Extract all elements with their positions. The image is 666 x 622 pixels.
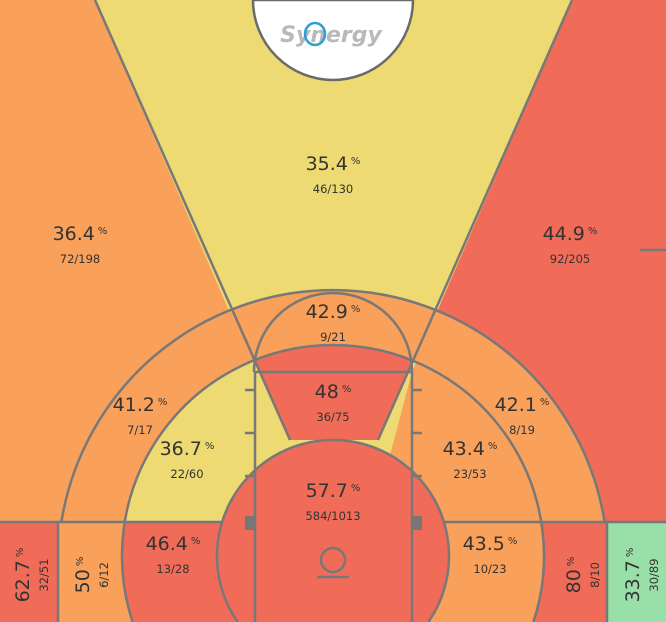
zone-shots: 22/60 [170,467,203,481]
mid-range-arc [120,343,546,622]
zone-percent: 42.1% [495,394,550,416]
zone-shots: 30/89 [647,558,661,591]
percent-sign: % [191,536,201,547]
zone-shots: 32/51 [37,558,51,591]
percent-sign: % [488,441,498,452]
zone-percent: 46.4% [146,533,201,555]
zone-shots: 584/1013 [305,509,360,523]
zone-label: 35.4 % 46/130 [306,153,361,196]
rim-icon [319,546,347,574]
zone-label: 36.7 % 22/60 [160,438,215,481]
zone-label: 43.4 % 23/53 [443,438,498,481]
percent-sign: % [342,384,352,395]
synergy-logo: Synergy [251,0,415,82]
zone-restricted-area [217,440,449,622]
zone-percent: 43.5% [463,533,518,555]
zone-percent: 42.9% [306,301,361,323]
zone-shots: 8/10 [588,562,602,588]
percent-sign: % [205,441,215,452]
zone-label: 57.7 % 584/1013 [305,480,360,523]
zone-percent: 62.7% [12,548,34,603]
free-throw-circle [252,291,414,373]
percent-sign: % [158,397,168,408]
percent-sign: % [15,548,26,558]
percent-sign: % [75,557,86,567]
zone-label: 44.9 % 92/205 [543,223,598,266]
percent-sign: % [351,483,361,494]
percent-sign: % [351,156,361,167]
zone-shots: 6/12 [97,562,111,588]
zone-shots: 8/19 [509,423,535,437]
zone-shots: 13/28 [156,562,189,576]
zone-right-mid [346,344,544,522]
zone-label: 41.2 % 7/17 [113,394,168,437]
percent-sign: % [351,304,361,315]
zone-percent: 33.7% [622,548,644,603]
three-point-arc [60,288,606,523]
zone-percent: 41.2% [113,394,168,416]
zone-labels: 35.4 % 46/130 36.4 % 72/198 44.9 % 92/205 42.9 % 9/… [12,153,661,602]
logo-text: Synergy [280,23,383,48]
zone-shots: 46/130 [313,182,353,196]
zone-percent: 36.4% [53,223,108,245]
zone-percent: 57.7% [306,480,361,502]
zone-label: 33.7%30/89 [622,548,661,603]
zone-shots: 72/198 [60,252,100,266]
zone-right-corner [607,522,666,622]
zone-left-corner [0,522,58,622]
paint [253,370,414,622]
percent-sign: % [625,548,636,558]
percent-sign: % [540,397,550,408]
percent-sign: % [98,226,108,237]
zone-label: 46.4 % 13/28 [146,533,201,576]
zone-percent: 35.4% [306,153,361,175]
percent-sign: % [566,557,577,567]
zone-label: 62.7%32/51 [12,548,51,603]
zone-label: 42.1 % 8/19 [495,394,550,437]
percent-sign: % [508,536,518,547]
zone-label: 42.9 % 9/21 [306,301,361,344]
zone-shots: 23/53 [453,467,486,481]
percent-sign: % [588,226,598,237]
zone-shots: 10/23 [473,562,506,576]
zone-shots: 7/17 [127,423,153,437]
zone-percent: 36.7% [160,438,215,460]
zone-shots: 9/21 [320,330,346,344]
zone-label: 43.5 % 10/23 [463,533,518,576]
zone-shots: 36/75 [316,410,349,424]
zone-percent: 44.9% [543,223,598,245]
zone-label: 36.4 % 72/198 [53,223,108,266]
zone-percent: 43.4% [443,438,498,460]
zone-shots: 92/205 [550,252,590,266]
